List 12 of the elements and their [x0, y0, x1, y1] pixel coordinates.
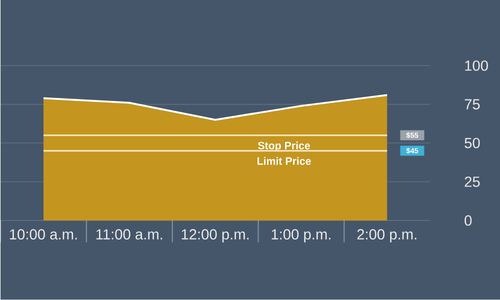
y-tick-label: 25: [464, 176, 480, 188]
y-tick-label: 75: [464, 99, 480, 110]
x-tick-label: 10:00 a.m.: [10, 229, 77, 240]
y-tick-label: 0: [464, 215, 472, 226]
y-tick-label: 50: [464, 138, 480, 148]
ref-line-label: Stop Price: [258, 142, 310, 152]
y-tick-label: 100: [465, 60, 488, 71]
x-tick-label: 11:00 a.m.: [96, 229, 162, 240]
ref-line-label: Limit Price: [257, 157, 311, 166]
x-tick-label: 1:00 p.m.: [272, 229, 330, 243]
x-tick-label: 12:00 p.m.: [182, 229, 249, 243]
x-tick-label: 2:00 p.m.: [357, 229, 416, 243]
